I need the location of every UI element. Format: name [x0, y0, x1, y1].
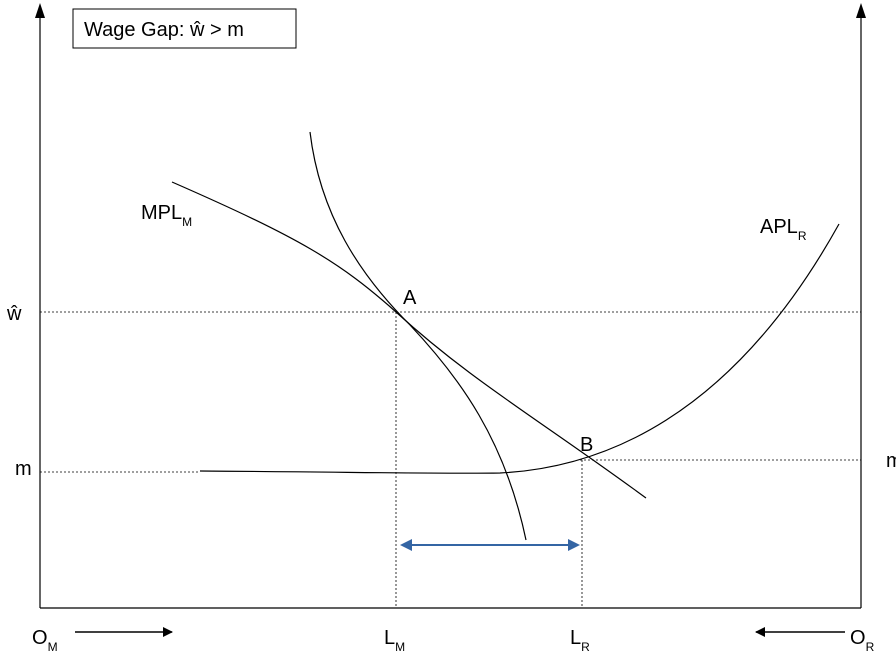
origin-left-main: O: [32, 627, 48, 649]
origin-left-label: OM: [32, 627, 58, 654]
left-axis-arrow-icon: [35, 3, 45, 18]
apl-r-curve: [199, 223, 840, 474]
title-text: Wage Gap: ŵ > m: [84, 19, 244, 41]
m-axis-label-right: m: [886, 450, 896, 472]
reference-lines: [40, 311, 861, 608]
right-axis-arrow-icon: [856, 3, 866, 18]
l-r-sub: R: [581, 640, 590, 654]
origin-right-main: O: [850, 627, 866, 649]
l-r-main: L: [570, 627, 581, 649]
l-m-label: LM: [384, 627, 405, 654]
w-hat-axis-label: ŵ: [6, 303, 22, 325]
m-axis-label-left: m: [15, 458, 32, 480]
title-box: Wage Gap: ŵ > m: [72, 8, 297, 49]
apl-r-main: APL: [760, 216, 798, 238]
point-b-label: B: [580, 434, 593, 456]
curves: [171, 131, 840, 541]
point-a-label: A: [403, 287, 417, 309]
mpl-m-main: MPL: [141, 202, 182, 224]
title-frame: [72, 8, 297, 49]
mpl-m-curve: [171, 181, 647, 499]
origin-right-sub: R: [866, 640, 875, 654]
apl-r-sub: R: [798, 229, 807, 243]
apl-r-label: APLR: [760, 216, 807, 243]
mpl-m-sub: M: [182, 215, 192, 229]
l-m-sub: M: [395, 640, 405, 654]
axes: [35, 3, 866, 609]
l-r-label: LR: [570, 627, 590, 654]
mpl-m-label: MPLM: [141, 202, 192, 229]
origin-right-label: OR: [850, 627, 875, 654]
l-m-main: L: [384, 627, 395, 649]
origin-left-sub: M: [48, 640, 58, 654]
steep-curve: [309, 131, 527, 541]
